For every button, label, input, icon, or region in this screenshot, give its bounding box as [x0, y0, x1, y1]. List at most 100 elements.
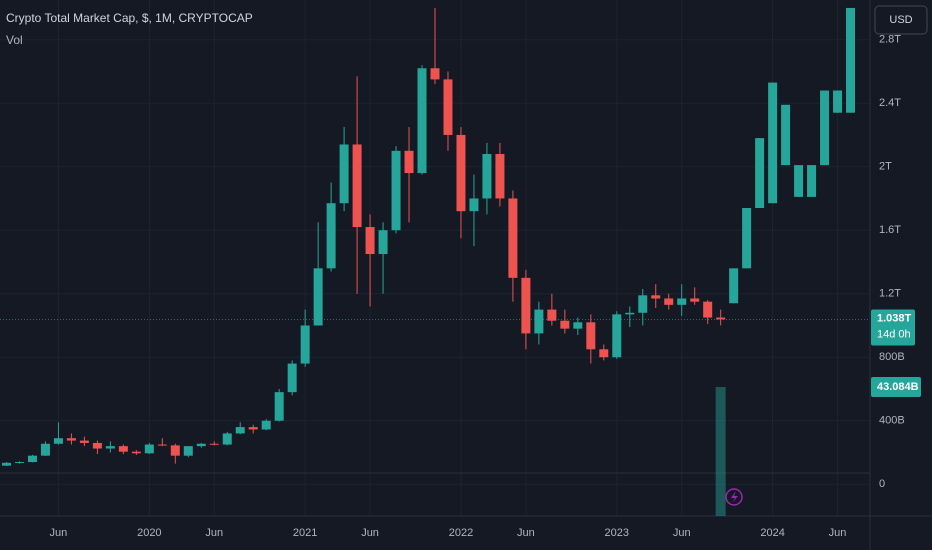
volume-value-label: 43.084B — [877, 381, 919, 393]
candle-body — [560, 320, 570, 329]
last-price-box — [871, 309, 915, 346]
candle-body — [313, 268, 323, 326]
candle-body — [417, 68, 427, 174]
candle-body — [378, 230, 388, 255]
candle-body — [846, 7, 856, 113]
x-tick-label: Jun — [673, 527, 691, 539]
candle-body — [469, 198, 479, 212]
candle-body — [625, 312, 635, 315]
y-tick-label: 1.2T — [879, 288, 901, 300]
candle-body — [534, 309, 544, 334]
x-tick-label: Jun — [361, 527, 379, 539]
candle-body — [222, 433, 232, 445]
candle-body — [833, 90, 843, 113]
candle-body — [170, 445, 180, 456]
y-tick-label: 2.8T — [879, 34, 901, 46]
candle-body — [651, 295, 661, 299]
candle-body — [573, 322, 583, 329]
candle-body — [755, 138, 765, 208]
candle-body — [664, 298, 674, 305]
candle-body — [430, 68, 440, 80]
axes: 0 400B 800B 1.2T 1.6T 2T 2.4T 2.8T Jun 2020 Jun 202… — [50, 34, 921, 539]
candle-body — [92, 442, 102, 449]
volume-value-box — [871, 377, 921, 397]
candle-body — [196, 443, 206, 447]
candle-body — [456, 134, 466, 212]
candle-body — [261, 420, 271, 430]
candle-body — [183, 446, 193, 456]
candle-body — [482, 154, 492, 199]
candle-body — [807, 165, 817, 197]
candle-body — [768, 82, 778, 204]
candle-body — [66, 438, 76, 441]
candle-body — [742, 207, 752, 269]
last-price-label: 1.038T — [877, 312, 912, 324]
candle-body — [599, 349, 609, 358]
candle-body — [274, 392, 284, 421]
y-tick-label: 800B — [879, 351, 905, 363]
x-tick-label: Jun — [517, 527, 535, 539]
candle-body — [781, 104, 791, 166]
candle-body — [391, 150, 401, 231]
event-icon — [725, 488, 743, 506]
candle-body — [235, 427, 245, 434]
x-tick-label: 2023 — [605, 527, 629, 539]
y-tick-label: 2T — [879, 161, 892, 173]
y-tick-label: 400B — [879, 415, 905, 427]
chart-title: Crypto Total Market Cap, $, 1M, CRYPTOCA… — [6, 11, 253, 25]
volume-bar — [715, 387, 726, 516]
x-tick-label: Jun — [829, 527, 847, 539]
event-bolt — [731, 491, 738, 503]
candle-body — [248, 427, 258, 430]
candle-body — [144, 444, 154, 454]
candle-body — [352, 144, 362, 228]
x-tick-label: 2024 — [760, 527, 784, 539]
y-tick-label: 0 — [879, 478, 885, 490]
candle-body — [443, 79, 453, 135]
candle-body — [300, 325, 310, 364]
x-tick-label: 2022 — [449, 527, 473, 539]
candle-body — [521, 277, 531, 334]
candle-body — [14, 462, 24, 464]
volume-legend: Vol — [6, 33, 23, 47]
x-tick-label: 2020 — [137, 527, 161, 539]
candle-body — [690, 298, 700, 302]
candle-body — [612, 314, 622, 358]
candle-body — [53, 438, 63, 444]
candle-body — [716, 317, 726, 320]
x-tick-label: Jun — [205, 527, 223, 539]
x-tick-label: Jun — [50, 527, 68, 539]
candle-body — [820, 90, 830, 166]
candle-body — [495, 154, 505, 199]
candle-body — [40, 443, 50, 456]
candle-body — [794, 165, 804, 197]
candle-body — [729, 268, 739, 304]
candle-body — [677, 298, 687, 305]
candle-body — [105, 446, 115, 449]
candle-body — [547, 309, 557, 321]
countdown-label: 14d 0h — [877, 328, 911, 340]
candle-body — [287, 363, 297, 393]
candle-body — [157, 444, 167, 446]
candle-body — [1, 462, 11, 466]
candle-body — [27, 455, 37, 463]
candle-body — [508, 198, 518, 278]
candle-body — [404, 150, 414, 174]
candle-body — [339, 144, 349, 204]
candle-body — [586, 322, 596, 350]
currency-button-label[interactable]: USD — [889, 14, 912, 26]
candle-body — [638, 295, 648, 313]
candle-body — [118, 446, 128, 452]
x-tick-label: 2021 — [293, 527, 317, 539]
candle-body — [79, 440, 89, 443]
candles — [0, 7, 870, 516]
candle-body — [703, 301, 713, 318]
currency-button[interactable] — [874, 5, 928, 35]
candle-body — [209, 443, 219, 445]
candle-body — [326, 203, 336, 269]
candle-body — [131, 451, 141, 454]
y-tick-label: 2.4T — [879, 97, 901, 109]
